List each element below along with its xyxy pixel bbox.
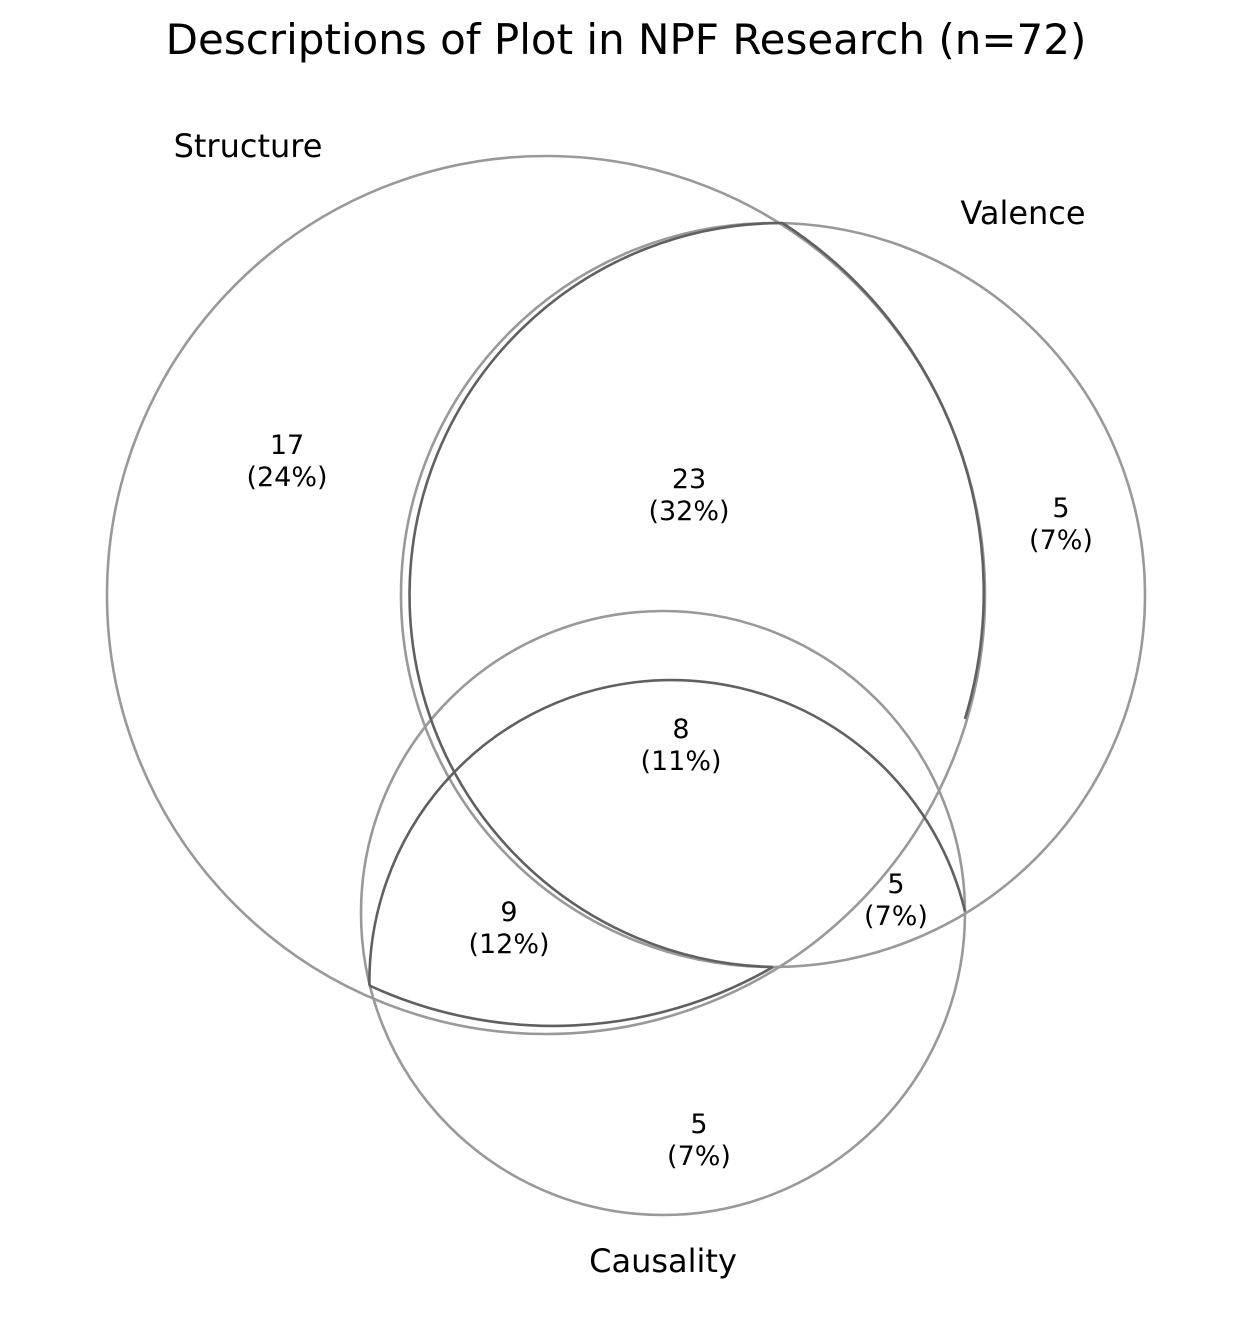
structure-circle	[105, 154, 987, 1036]
region-valence-only: 5 (7%)	[1029, 493, 1093, 556]
region-valence-causality: 5 (7%)	[864, 869, 928, 932]
region-percent: (32%)	[648, 496, 729, 527]
valence-circle	[399, 221, 1147, 969]
region-count: 5	[1052, 493, 1069, 524]
structure-boundary-inside-causality	[368, 965, 774, 1028]
set-label-valence: Valence	[960, 194, 1085, 232]
region-percent: (24%)	[246, 462, 327, 493]
region-count: 5	[690, 1109, 707, 1140]
region-causality-only: 5 (7%)	[667, 1109, 731, 1172]
structure-boundary-inside-valence	[781, 222, 985, 720]
region-structure-valence: 23 (32%)	[648, 464, 729, 527]
region-count: 8	[672, 714, 689, 745]
region-count: 5	[887, 869, 904, 900]
causality-boundary-inside-union	[368, 678, 967, 986]
region-count: 23	[672, 464, 706, 495]
valence-boundary-inside-structure	[408, 221, 783, 969]
region-count: 9	[500, 897, 517, 928]
region-count: 17	[270, 430, 304, 461]
diagram-title: Descriptions of Plot in NPF Research (n=…	[166, 15, 1087, 64]
region-structure-causality: 9 (12%)	[468, 897, 549, 960]
region-percent: (7%)	[667, 1141, 731, 1172]
region-all-three: 8 (11%)	[640, 714, 721, 777]
region-percent: (12%)	[468, 929, 549, 960]
region-percent: (7%)	[864, 901, 928, 932]
causality-circle	[359, 609, 967, 1217]
set-label-structure: Structure	[174, 127, 323, 165]
set-label-causality: Causality	[589, 1242, 737, 1280]
region-percent: (11%)	[640, 746, 721, 777]
region-structure-only: 17 (24%)	[246, 430, 327, 493]
region-percent: (7%)	[1029, 525, 1093, 556]
